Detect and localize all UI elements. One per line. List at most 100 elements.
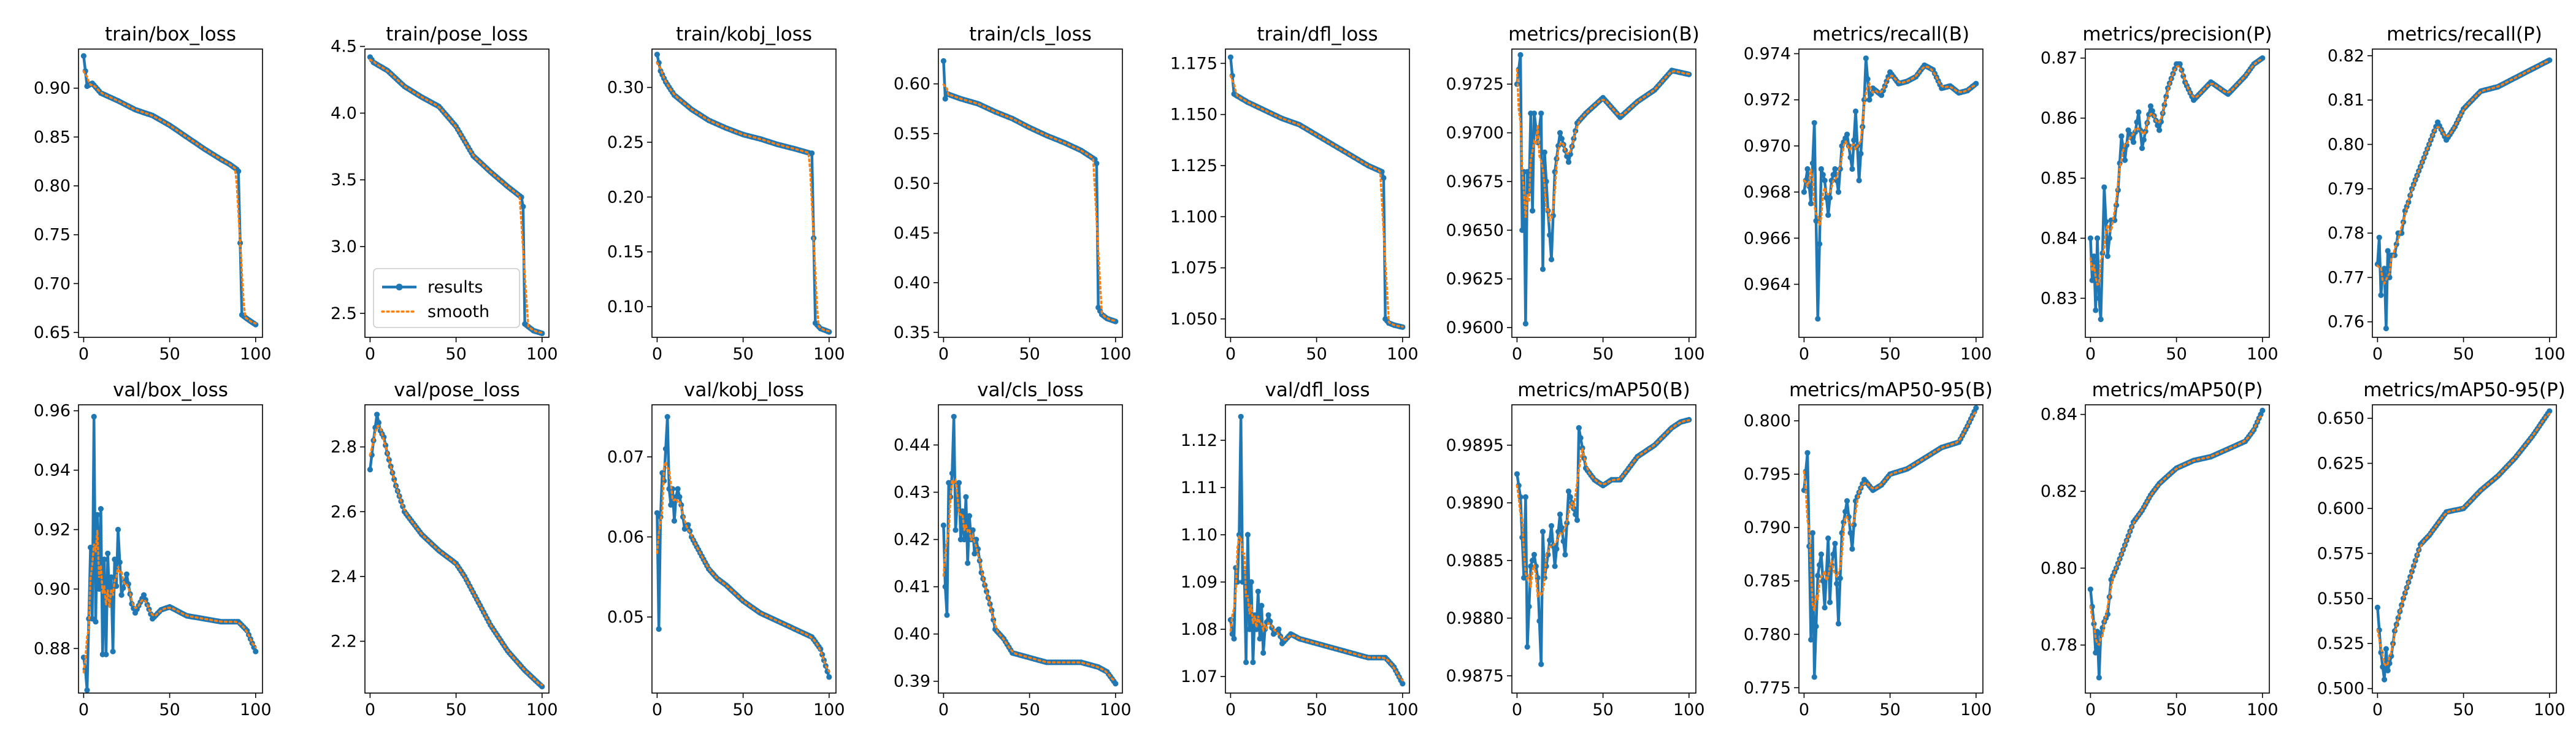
results-point <box>1538 110 1544 117</box>
y-tick-label: 0.9650 <box>1446 221 1504 240</box>
y-tick-label: 0.06 <box>607 527 644 546</box>
results-point <box>2118 133 2125 139</box>
legend-smooth-label: smooth <box>427 302 489 321</box>
x-tick-label: 0 <box>1799 345 1809 364</box>
chart-title: train/dfl_loss <box>1257 23 1378 45</box>
smooth-line <box>2089 413 2264 646</box>
results-point <box>2136 109 2142 115</box>
results-point <box>2383 325 2389 332</box>
results-point <box>1548 256 1555 263</box>
results-point <box>2130 139 2137 145</box>
results-point <box>1849 166 1855 172</box>
y-tick-label: 0.550 <box>2317 589 2364 608</box>
y-tick-label: 0.9890 <box>1446 494 1504 513</box>
chart-panel-metrics-map50-p: metrics/mAP50(P) 0 50 100 0.78 0.80 0.82 0.84 <box>2041 379 2279 719</box>
results-point <box>1379 169 1385 175</box>
x-tick-label: 100 <box>1100 345 1132 364</box>
results-point <box>1834 581 1840 587</box>
results-point <box>1558 136 1565 142</box>
results-point <box>2139 145 2145 151</box>
results-point <box>2155 122 2161 128</box>
results-line <box>656 54 830 334</box>
results-point <box>1562 551 1568 558</box>
results-point <box>1257 635 1263 642</box>
results-point <box>1246 626 1252 632</box>
results-point <box>2095 235 2101 241</box>
x-tick-label: 100 <box>1673 345 1705 364</box>
y-tick-label: 0.85 <box>2041 169 2077 188</box>
results-point <box>105 550 111 556</box>
results-point <box>1844 131 1850 137</box>
chart-panel-val-cls-loss: val/cls_loss 0 50 100 0.39 0.40 0.41 0.42 0.43 0.… <box>894 379 1132 719</box>
results-point <box>96 586 102 592</box>
results-point <box>2098 316 2104 323</box>
results-point <box>2101 184 2107 190</box>
results-point <box>2547 57 2553 63</box>
results-point <box>1526 604 1532 610</box>
legend-results-label: results <box>427 278 483 297</box>
x-tick-label: 100 <box>1387 700 1419 719</box>
results-point <box>2096 675 2102 681</box>
results-point <box>1815 316 1821 322</box>
results-point <box>1825 212 1831 218</box>
y-tick-label: 0.82 <box>2041 482 2077 501</box>
smooth-line <box>1803 410 1977 611</box>
x-tick-label: 50 <box>2453 345 2474 364</box>
chart-panel-metrics-recall-b: metrics/recall(B) 0 50 100 0.964 0.966 0.968 0.… <box>1744 23 1992 364</box>
results-point <box>1255 588 1261 594</box>
results-point <box>1830 551 1836 558</box>
results-point <box>2122 157 2128 163</box>
chart-title: metrics/recall(P) <box>2386 23 2542 45</box>
results-point <box>2147 103 2154 109</box>
y-tick-label: 0.60 <box>894 75 930 94</box>
results-point <box>1809 160 1815 166</box>
y-tick-label: 0.41 <box>894 578 930 597</box>
chart-panel-metrics-precision-p: metrics/precision(P) 0 50 100 0.83 0.84 0.85 0.… <box>2041 23 2279 364</box>
results-point <box>1847 530 1853 536</box>
x-tick-label: 100 <box>2534 345 2566 364</box>
y-tick-label: 0.625 <box>2317 454 2364 473</box>
x-tick-label: 0 <box>1225 700 1236 719</box>
results-point <box>2106 235 2112 241</box>
results-line <box>2376 59 2550 330</box>
results-point <box>959 508 965 515</box>
results-point <box>1804 450 1811 456</box>
results-point <box>1811 120 1817 126</box>
plot-frame <box>1798 404 1984 694</box>
results-point <box>1517 52 1524 58</box>
x-tick-label: 0 <box>1512 700 1522 719</box>
x-tick-label: 0 <box>2085 700 2096 719</box>
chart-title: metrics/mAP50-95(P) <box>2363 379 2565 401</box>
y-tick-label: 2.4 <box>331 567 357 586</box>
chart-panel-metrics-precision-b: metrics/precision(B) 0 50 100 0.9600 0.9625 0.… <box>1446 23 1705 364</box>
y-tick-label: 0.9725 <box>1446 75 1504 94</box>
results-point <box>1573 512 1579 518</box>
results-point <box>2380 664 2386 670</box>
x-tick-label: 0 <box>365 345 375 364</box>
x-tick-label: 100 <box>813 700 845 719</box>
x-tick-label: 50 <box>732 345 753 364</box>
plot-frame <box>78 48 263 338</box>
results-point <box>1554 546 1560 552</box>
chart-panel-metrics-map50-95-b: metrics/mAP50-95(B) 0 50 100 0.775 0.780 0.785… <box>1744 379 1993 719</box>
y-tick-label: 2.5 <box>331 304 357 323</box>
results-point <box>1524 169 1530 175</box>
results-point <box>1531 551 1537 558</box>
y-tick-label: 1.125 <box>1170 156 1217 175</box>
x-tick-label: 100 <box>1960 345 1992 364</box>
results-point <box>2385 667 2391 673</box>
results-point <box>2091 253 2097 259</box>
y-tick-label: 0.86 <box>2041 109 2077 128</box>
results-point <box>662 446 669 452</box>
results-point <box>117 559 123 565</box>
y-tick-label: 0.775 <box>1744 678 1791 697</box>
y-tick-label: 0.07 <box>607 448 644 467</box>
plot-frame <box>938 48 1123 338</box>
x-tick-label: 0 <box>79 345 89 364</box>
results-point <box>94 512 101 518</box>
results-point <box>101 556 107 562</box>
smooth-line <box>1516 419 1690 597</box>
results-point <box>1576 425 1582 431</box>
results-point <box>1539 266 1546 272</box>
plot-frame <box>1511 404 1696 694</box>
